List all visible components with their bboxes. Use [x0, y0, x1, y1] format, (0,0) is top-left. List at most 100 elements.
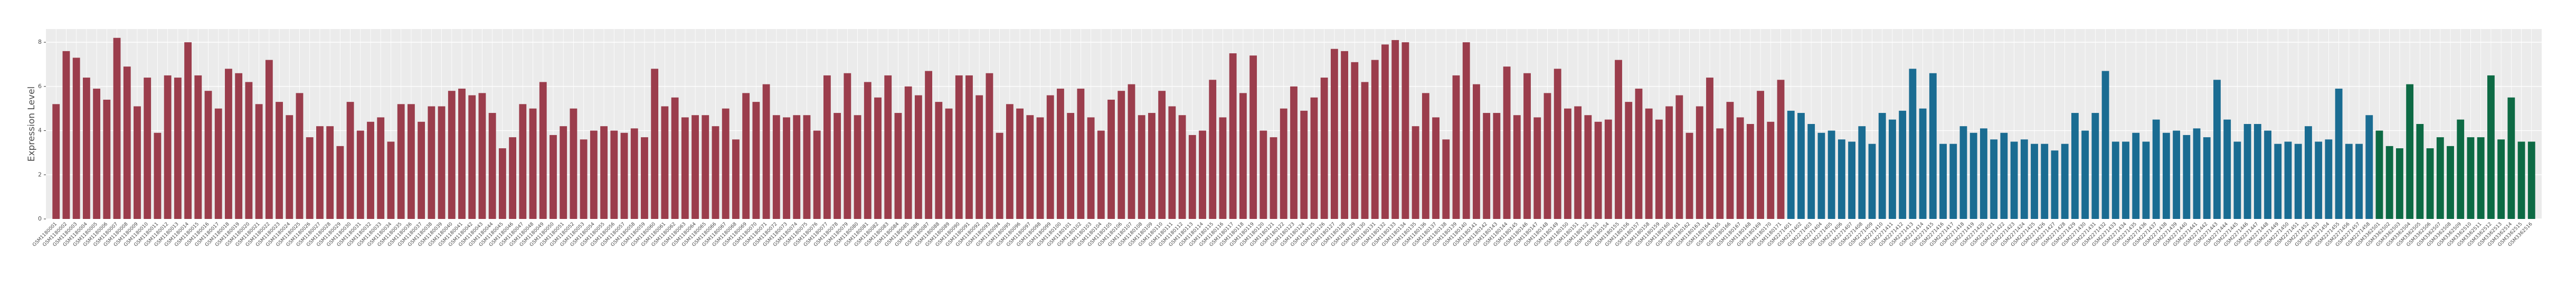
bar: [914, 95, 922, 219]
bar: [2233, 141, 2241, 219]
bar: [2111, 141, 2119, 219]
bar: [2243, 124, 2251, 219]
bar: [2020, 139, 2028, 219]
bar: [2274, 144, 2282, 219]
bar: [1899, 110, 1907, 219]
bar: [1422, 93, 1429, 219]
bar: [1280, 108, 1287, 219]
bar: [1990, 139, 1998, 219]
bar: [245, 82, 253, 219]
bar: [346, 102, 354, 219]
bar: [610, 130, 618, 219]
bar: [2183, 135, 2191, 219]
bar: [1736, 117, 1744, 219]
bar: [2162, 132, 2170, 219]
bar: [123, 66, 131, 219]
bar: [1949, 144, 1957, 219]
bar: [976, 95, 983, 219]
bar: [1746, 124, 1754, 219]
bar: [1665, 106, 1673, 219]
bar: [925, 71, 933, 219]
bar: [1107, 99, 1115, 219]
bar: [1878, 113, 1886, 219]
bar: [732, 139, 740, 219]
bar: [965, 75, 973, 219]
bar: [1726, 102, 1734, 219]
bar: [1483, 113, 1491, 219]
bar: [1036, 117, 1044, 219]
bar: [62, 51, 70, 219]
bar: [2365, 115, 2373, 219]
bar: [2041, 144, 2049, 219]
bar: [1645, 108, 1653, 219]
bar: [2071, 113, 2079, 219]
bar: [742, 93, 750, 219]
bar: [1939, 144, 1947, 219]
bar: [1584, 115, 1592, 219]
bar: [2355, 144, 2363, 219]
bar: [113, 37, 121, 219]
bar: [661, 106, 669, 219]
bar: [1787, 110, 1795, 219]
bar: [72, 58, 80, 219]
bar: [1797, 113, 1805, 219]
bar: [590, 130, 598, 219]
bar: [498, 148, 506, 219]
bar: [1310, 97, 1318, 219]
bar: [1351, 62, 1359, 219]
bar: [1564, 108, 1571, 219]
bar: [2051, 150, 2059, 219]
bar: [2081, 130, 2089, 219]
bar: [194, 75, 202, 219]
bar: [387, 141, 395, 219]
bar: [377, 117, 385, 219]
bar: [255, 104, 263, 219]
bar: [864, 82, 872, 219]
bar: [2436, 137, 2444, 219]
y-tick-label: 0: [38, 215, 42, 222]
bar: [935, 102, 943, 219]
bar: [620, 132, 628, 219]
bar: [2406, 84, 2414, 219]
bar: [316, 126, 324, 219]
bar: [1361, 82, 1369, 219]
bar: [1716, 128, 1724, 219]
bar: [407, 104, 415, 219]
bar: [1290, 86, 1298, 219]
bar: [1219, 117, 1227, 219]
bar: [1412, 126, 1419, 219]
bar: [2375, 130, 2383, 219]
bar: [306, 137, 314, 219]
bar: [2335, 89, 2343, 219]
bar: [174, 78, 182, 219]
bar: [600, 126, 608, 219]
bar: [2264, 130, 2271, 219]
bar: [1868, 144, 1876, 219]
bar: [93, 89, 101, 219]
bar: [904, 86, 912, 219]
bar: [2447, 146, 2454, 219]
bar: [1909, 69, 1917, 219]
bar: [671, 97, 679, 219]
y-tick-label: 2: [38, 171, 42, 178]
bar: [2315, 141, 2323, 219]
bar: [286, 115, 293, 219]
bar: [2457, 119, 2465, 219]
bar: [1523, 73, 1531, 219]
bar: [2010, 141, 2018, 219]
bar: [1259, 130, 1267, 219]
bar: [1675, 95, 1683, 219]
bar: [2467, 137, 2475, 219]
bar: [692, 115, 699, 219]
bar: [874, 97, 882, 219]
bar: [1391, 40, 1399, 219]
bar: [722, 108, 730, 219]
bar: [1685, 132, 1693, 219]
bar: [428, 106, 435, 219]
bar: [2031, 144, 2038, 219]
bar: [1209, 80, 1217, 219]
bar: [2396, 148, 2403, 219]
bar: [1493, 113, 1501, 219]
bar: [1554, 69, 1561, 219]
bar: [1117, 91, 1125, 219]
